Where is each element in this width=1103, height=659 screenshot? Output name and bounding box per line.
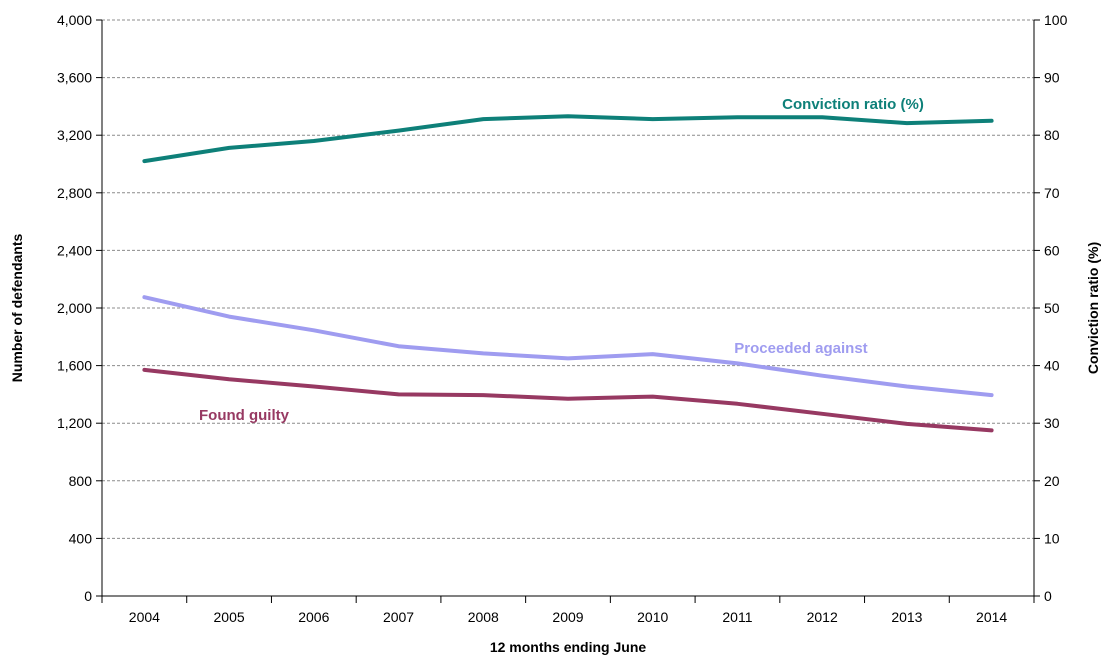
right-tick-label: 20: [1044, 473, 1060, 489]
x-tick-label: 2013: [891, 609, 922, 625]
right-tick-label: 0: [1044, 588, 1052, 604]
series-labels: Conviction ratio (%) Proceeded against Fou…: [199, 96, 924, 424]
left-tick-label: 3,200: [57, 127, 92, 143]
right-tick-label: 30: [1044, 415, 1060, 431]
x-tick-label: 2005: [214, 609, 245, 625]
right-axis-title: Conviction ratio (%): [1085, 242, 1101, 374]
gridlines: [102, 19, 1034, 539]
left-axis-ticks: 0 400 800 1,200 1,600 2,000 2,400 2,800 3,200 3,6…: [57, 12, 102, 604]
right-tick-label: 60: [1044, 242, 1060, 258]
x-tick-label: 2004: [129, 609, 160, 625]
left-tick-label: 3,600: [57, 70, 92, 86]
x-tick-label: 2014: [976, 609, 1007, 625]
left-tick-label: 2,000: [57, 300, 92, 316]
left-tick-label: 400: [69, 530, 93, 546]
left-tick-label: 2,800: [57, 185, 92, 201]
right-axis-ticks: 0 10 20 30 40 50 60 70 80 90 100: [1034, 12, 1068, 604]
x-axis-ticks: 2004 2005 2006 2007 2008 2009 2010 2011 2012 2013…: [101, 596, 1035, 625]
conviction-ratio-label: Conviction ratio (%): [782, 96, 924, 113]
x-tick-label: 2011: [722, 609, 752, 625]
right-tick-label: 50: [1044, 300, 1060, 316]
left-tick-label: 4,000: [57, 12, 92, 28]
right-tick-label: 70: [1044, 185, 1060, 201]
found-guilty-label: Found guilty: [199, 407, 290, 424]
proceeded-against-line: [142, 295, 994, 398]
series-lines: [142, 114, 994, 433]
right-tick-label: 40: [1044, 358, 1060, 374]
left-tick-label: 800: [69, 473, 93, 489]
proceeded-against-label: Proceeded against: [734, 340, 867, 357]
left-tick-label: 1,200: [57, 415, 92, 431]
x-tick-label: 2010: [637, 609, 668, 625]
right-tick-label: 10: [1044, 530, 1060, 546]
found-guilty-line: [142, 367, 994, 433]
right-tick-label: 80: [1044, 127, 1060, 143]
left-axis-title: Number of defendants: [9, 234, 25, 383]
right-tick-label: 100: [1044, 12, 1068, 28]
left-tick-label: 0: [84, 588, 92, 604]
left-tick-label: 1,600: [57, 358, 92, 374]
left-tick-label: 2,400: [57, 242, 92, 258]
right-tick-label: 90: [1044, 70, 1060, 86]
x-axis-title: 12 months ending June: [490, 639, 647, 655]
x-tick-label: 2009: [552, 609, 583, 625]
x-tick-label: 2012: [807, 609, 838, 625]
x-tick-label: 2007: [383, 609, 414, 625]
conviction-ratio-line: [142, 114, 994, 164]
x-tick-label: 2008: [468, 609, 499, 625]
x-tick-label: 2006: [298, 609, 329, 625]
